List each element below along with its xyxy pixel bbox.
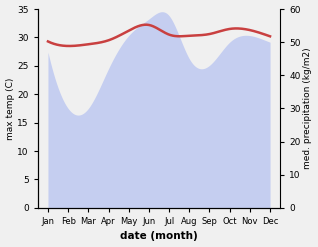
Y-axis label: max temp (C): max temp (C): [5, 77, 15, 140]
X-axis label: date (month): date (month): [120, 231, 198, 242]
Y-axis label: med. precipitation (kg/m2): med. precipitation (kg/m2): [303, 48, 313, 169]
